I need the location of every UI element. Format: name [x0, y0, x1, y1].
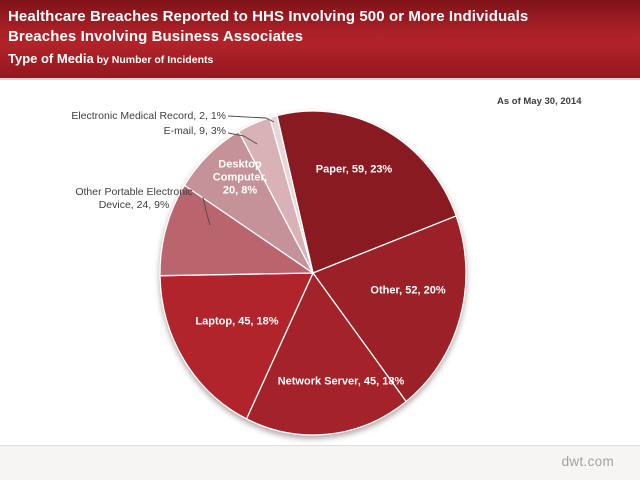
subtitle-main: Type of Media — [8, 51, 94, 66]
pie-slice-laptop — [159, 272, 314, 420]
pie-slice-electronic-medical-record — [269, 114, 314, 274]
pie-label-electronic-medical-record: Electronic Medical Record, 2, 1% — [71, 110, 226, 122]
pie-label-desktop-computer: Desktop Computer, 20, 8% — [213, 159, 267, 198]
pie-slice-network-server — [245, 272, 407, 436]
pie-label-other-portable-line-1: Other Portable Electronic — [75, 186, 193, 198]
pie-label-other-portable: Other Portable Electronic Device, 24, 9% — [49, 186, 219, 212]
pie-label-e-mail: E-mail, 9, 3% — [163, 125, 226, 137]
pie-label-desktop-line-1: Desktop — [218, 158, 262, 171]
leader-line-other-portable — [202, 196, 211, 226]
pie-label-network-server: Network Server, 45, 18% — [277, 375, 405, 388]
subtitle: Type of Media by Number of Incidents — [8, 49, 640, 70]
brand-url: dwt.com — [561, 454, 614, 469]
leader-line-electronic-medical-record — [227, 115, 275, 123]
pie-label-laptop: Laptop, 45, 18% — [195, 315, 279, 328]
title-line-2: Breaches Involving Business Associates — [8, 28, 304, 45]
pie-label-other: Other, 52, 20% — [370, 284, 446, 297]
pie-slice-other — [312, 215, 467, 403]
pie-slice-paper — [276, 110, 457, 274]
pie-label-other-portable-line-2: Device, 24, 9% — [98, 199, 170, 211]
pie-slice-other-portable-electronic-device — [159, 184, 314, 277]
pie-slices — [159, 110, 467, 436]
pie-label-paper: Paper, 59, 23% — [315, 163, 393, 176]
pie-label-desktop-line-2: Computer, — [212, 171, 268, 184]
footer: dwt.com — [0, 445, 640, 480]
pie-label-desktop-line-3: 20, 8% — [222, 184, 258, 197]
title-line-1: Healthcare Breaches Reported to HHS Invo… — [8, 8, 529, 25]
subtitle-qualifier: by Number of Incidents — [93, 54, 214, 66]
as-of-date: As of May 30, 2014 — [497, 96, 582, 107]
leader-line-e-mail — [227, 132, 258, 145]
header: Healthcare Breaches Reported to HHS Invo… — [0, 0, 640, 80]
